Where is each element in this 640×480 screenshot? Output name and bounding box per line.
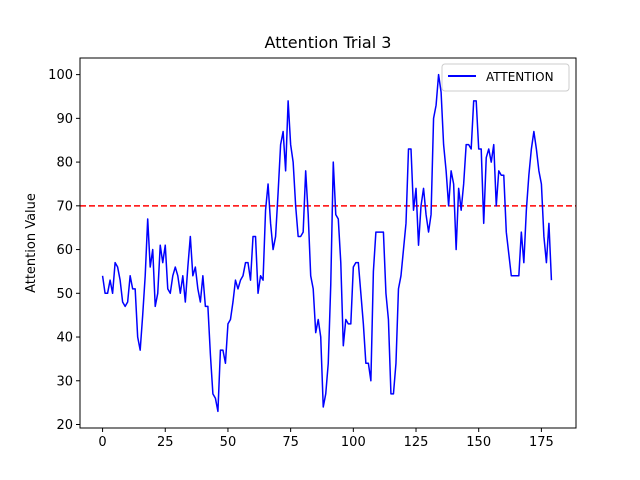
plot-frame (79, 57, 577, 429)
y-tick-label: 70 (56, 199, 73, 214)
chart-title: Attention Trial 3 (265, 33, 392, 52)
y-tick-label: 50 (56, 287, 73, 302)
legend-box (441, 63, 570, 92)
x-tick-label: 75 (282, 435, 299, 450)
y-tick-label: 20 (56, 418, 73, 433)
x-tick-label: 100 (341, 435, 366, 450)
x-tick-label: 25 (157, 435, 174, 450)
x-tick-label: 0 (98, 435, 106, 450)
legend-series-label: ATTENTION (486, 70, 554, 84)
x-tick-label: 175 (529, 435, 554, 450)
x-tick-label: 125 (404, 435, 429, 450)
series-line-attention (101, 73, 553, 413)
y-axis-ticks: 20 30 40 50 60 70 80 90 100 (48, 68, 80, 433)
y-tick-label: 100 (48, 68, 73, 83)
x-tick-label: 150 (466, 435, 491, 450)
y-axis-title: Attention Value (24, 193, 39, 293)
x-axis-ticks: 0 25 50 75 100 125 150 175 (98, 428, 554, 450)
legend: ATTENTION (441, 63, 570, 92)
y-tick-label: 90 (56, 112, 73, 127)
y-tick-label: 30 (56, 374, 73, 389)
y-tick-label: 40 (56, 331, 73, 346)
y-tick-label: 60 (56, 243, 73, 258)
x-tick-label: 50 (220, 435, 237, 450)
y-tick-label: 80 (56, 156, 73, 171)
